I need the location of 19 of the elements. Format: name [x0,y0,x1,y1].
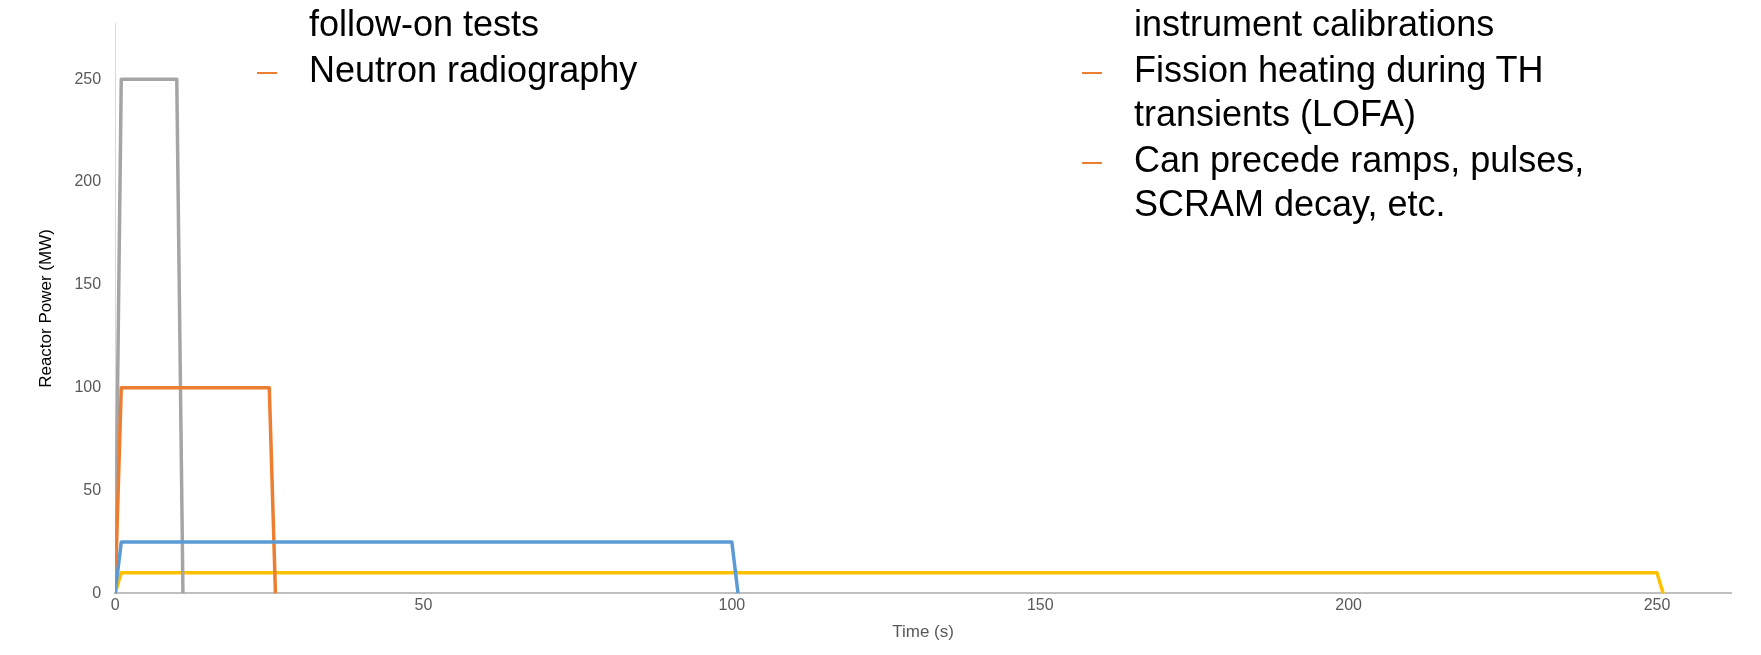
x-tick-label: 200 [1335,596,1363,614]
x-tick-label: 0 [110,596,120,614]
y-axis-title: Reactor Power (MW) [35,229,55,388]
x-tick-label: 50 [414,596,433,614]
x-tick-label: 250 [1643,596,1671,614]
y-tick-label: 250 [74,69,102,87]
annotation: Can precede ramps, pulses, SCRAM decay, etc. [1134,138,1586,226]
x-tick-label: 150 [1026,596,1054,614]
annotation: instrument calibrations [1134,2,1496,46]
x-tick-label: 100 [718,596,746,614]
y-tick-label: 50 [83,480,102,498]
annotation: follow-on tests [309,2,541,46]
annotation: Neutron radiography [309,48,639,92]
annotation: Fission heating during TH transients (LOFA) [1134,48,1545,136]
x-axis-title: Time (s) [892,622,954,642]
y-tick-label: 150 [74,275,102,293]
y-tick-label: 0 [92,583,102,601]
y-tick-label: 100 [74,378,102,396]
y-tick-label: 200 [74,172,102,190]
